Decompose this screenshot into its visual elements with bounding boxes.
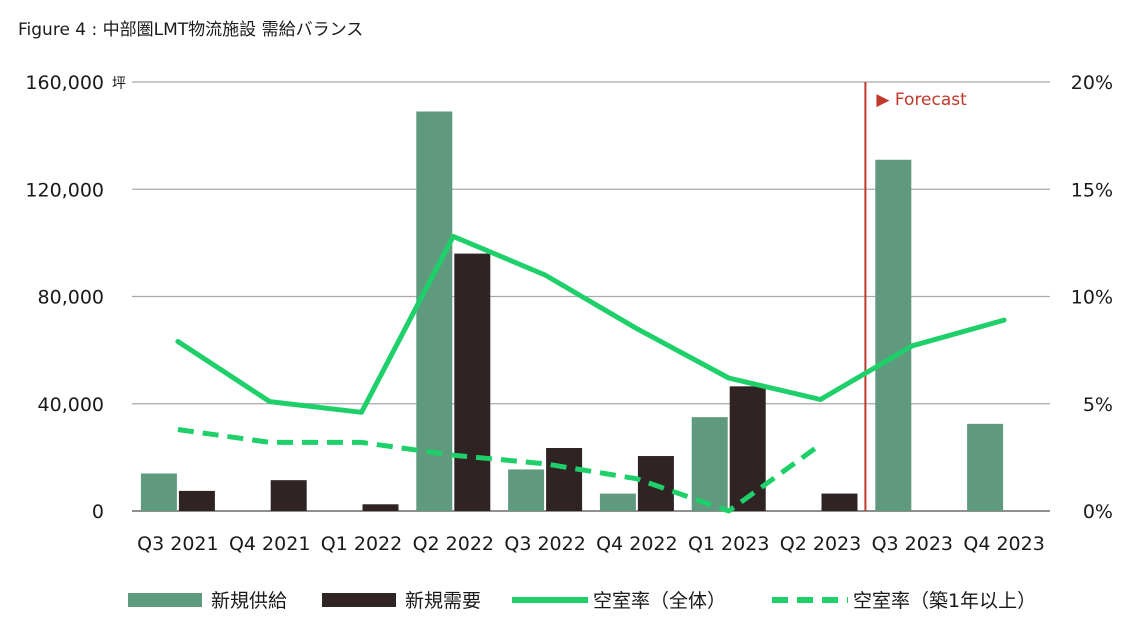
gridlines <box>132 81 1050 512</box>
supply-bar <box>875 159 912 511</box>
legend-label: 新規需要 <box>405 590 481 612</box>
y-left-tick-label: 0 <box>92 501 104 523</box>
demand-bar <box>729 386 766 511</box>
x-tick-label: Q3 2023 <box>872 533 953 555</box>
x-tick-label: Q3 2022 <box>504 533 585 555</box>
y-right-tick-label: 10% <box>1071 287 1113 309</box>
demand-bar <box>546 447 583 511</box>
x-tick-label: Q3 2021 <box>137 533 218 555</box>
x-tick-label: Q1 2023 <box>688 533 769 555</box>
x-tick-label: Q4 2023 <box>963 533 1044 555</box>
y-right-tick-label: 0% <box>1083 501 1113 523</box>
supply-bar <box>508 469 545 511</box>
demand-bar <box>362 504 399 511</box>
left-axis-unit: 坪 <box>112 76 126 92</box>
y-left-tick-label: 120,000 <box>25 179 104 201</box>
supply-bar <box>599 493 636 511</box>
legend-label: 空室率（全体） <box>593 590 726 612</box>
vacancy-1yr-line <box>177 427 822 514</box>
demand-bar <box>454 253 491 511</box>
supply-bar <box>967 423 1004 511</box>
legend-swatch <box>322 593 396 607</box>
x-tick-label: Q1 2022 <box>321 533 402 555</box>
y-left-tick-label: 40,000 <box>38 394 104 416</box>
x-tick-label: Q4 2022 <box>596 533 677 555</box>
legend: 新規供給 新規需要 空室率（全体） 空室率（築1年以上） <box>128 590 1036 612</box>
legend-swatch <box>128 593 202 607</box>
supply-bar <box>416 111 453 512</box>
bars <box>140 111 1004 512</box>
y-left-tick-label: 80,000 <box>38 287 104 309</box>
legend-label: 新規供給 <box>211 590 287 612</box>
supply-bar <box>691 417 728 511</box>
legend-label: 空室率（築1年以上） <box>853 590 1036 612</box>
y-right-tick-label: 15% <box>1071 179 1113 201</box>
y-right-tick-label: 5% <box>1083 394 1113 416</box>
x-tick-label: Q4 2021 <box>229 533 310 555</box>
chart-title: Figure 4 : 中部圏LMT物流施設 需給バランス <box>18 20 363 40</box>
x-tick-label: Q2 2022 <box>413 533 494 555</box>
forecast-label: ▶ Forecast <box>876 90 967 110</box>
lines <box>175 233 1007 514</box>
y-axis-ticks: 0 0% 40,000 5% 80,000 10% 120,000 15% 160,000 20% <box>25 72 1113 523</box>
vacancy-total-line <box>175 233 1007 415</box>
y-right-tick-label: 20% <box>1071 72 1113 94</box>
x-tick-label: Q2 2023 <box>780 533 861 555</box>
forecast-marker: ▶ Forecast <box>864 82 967 511</box>
demand-bar <box>270 480 307 511</box>
supply-bar <box>140 473 177 511</box>
demand-bar <box>178 490 215 511</box>
y-left-tick-label: 160,000 <box>25 72 104 94</box>
x-axis-ticks: Q3 2021 Q4 2021 Q1 2022 Q2 2022 Q3 2022 Q4 20… <box>137 533 1045 555</box>
demand-bar <box>821 493 858 511</box>
